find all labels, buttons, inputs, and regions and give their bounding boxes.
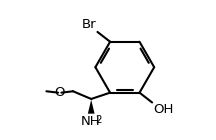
Text: OH: OH	[153, 103, 174, 116]
Text: NH: NH	[81, 115, 100, 128]
Polygon shape	[88, 100, 95, 114]
Text: 2: 2	[95, 115, 102, 125]
Text: O: O	[54, 86, 65, 99]
Text: Br: Br	[82, 18, 96, 31]
